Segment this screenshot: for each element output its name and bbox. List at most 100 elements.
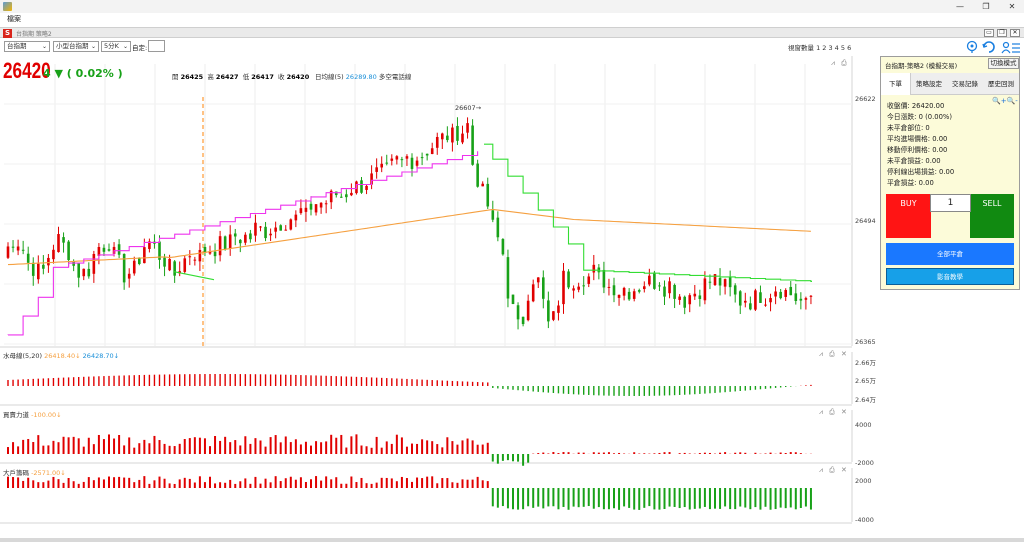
candle-body [42,264,45,269]
candle-body [244,234,247,243]
switch-mode-button[interactable]: 切換模式 [988,58,1019,69]
buy-button[interactable]: BUY [886,194,931,238]
candlestick-chart[interactable]: 26607→ 26622 26494 26365 2.66万 2.65万 2.64万 4000… [0,56,878,538]
candle-body [688,295,692,305]
subpanel-3-icons[interactable]: ⩘ ⎙ ✕ [819,466,849,474]
candle-body [668,281,671,294]
open-label: 開 [172,73,179,81]
zoom-out-icon[interactable]: 🔍- [1006,97,1018,105]
video-tutorial-button[interactable]: 影音教學 [886,268,1014,285]
candle-body [350,192,353,196]
candle-body [521,316,525,325]
contract-select[interactable]: 小型台指期 ⌄ [53,41,99,52]
high-label: 高 [207,73,214,81]
zoom-in-icon[interactable]: 🔍+ [992,97,1007,105]
candle-body [370,173,373,185]
candle-body [572,288,575,291]
candle-body [11,246,15,248]
sub1-axis-label: 2.66万 [855,359,876,367]
candle-body [228,234,232,249]
tab-strategy-settings[interactable]: 策略設定 [916,80,942,88]
peak-annotation: 26607→ [455,104,482,112]
candle-body [329,190,333,203]
close-label: 收 [278,73,285,81]
candle-body [471,125,474,165]
subpanel-1-icons[interactable]: ⩘ ⎙ ✕ [819,350,849,358]
candle-body [592,264,596,273]
candle-body [542,277,545,299]
subpanel-3-name: 大戶籌碼 [3,469,29,477]
inner-window-title: 台指期 策略2 [16,31,52,38]
flatten-all-button[interactable]: 全部平倉 [886,243,1014,265]
subpanel-2-icons[interactable]: ⩘ ⎙ ✕ [819,408,849,416]
zoom-tools: 🔍+🔍- [992,97,1018,105]
candle-body [663,286,666,297]
low-label: 低 [242,73,250,81]
candle-body [673,284,676,299]
info-trailing-stop: 移動停利價格: 0.00 [887,146,948,154]
candle-body [481,183,484,187]
menu-file[interactable]: 檔案 [7,15,21,23]
candle-body [21,249,25,251]
symbol-select[interactable]: 台指期 ⌄ [4,41,50,52]
interval-select[interactable]: 5分K ⌄ [101,41,131,52]
refresh-icon[interactable] [982,41,995,53]
tab-backtest[interactable]: 歷史回測 [988,80,1014,88]
candle-body [420,157,424,159]
sell-button[interactable]: SELL [970,194,1014,238]
custom-input[interactable] [148,40,165,52]
candle-body [703,278,707,301]
inner-restore-icon[interactable]: ❐ [997,29,1007,37]
candle-body [789,286,793,296]
ohlc-summary: 開 26425 高 26427 低 26417 收 26420 [172,71,309,81]
candle-body [425,153,429,156]
candle-body [476,163,479,187]
candle-body [562,270,565,305]
maximize-icon[interactable]: ❐ [982,2,990,11]
lightbulb-icon[interactable] [966,40,978,54]
chart-area[interactable]: 26607→ 26622 26494 26365 2.66万 2.65万 2.64万 4000… [0,56,878,538]
tab-trade-log[interactable]: 交易記錄 [952,80,978,88]
settings-icon[interactable] [1001,41,1020,54]
candle-body [294,214,298,221]
close-icon[interactable]: ✕ [1008,2,1016,11]
window-titlebar: — ❐ ✕ [0,0,1024,13]
sub1-axis-label: 2.64万 [855,396,876,404]
candle-body [511,294,515,305]
inner-minimize-icon[interactable]: ▭ [984,29,994,37]
candle-body [658,285,661,287]
candle-body [617,294,621,298]
candle-body [501,239,505,255]
info-unrealized-pnl: 未平倉損益: 0.00 [887,157,941,165]
window-count-selector[interactable]: 視窗數量 1 2 3 4 5 6 [788,44,852,52]
main-panel-icons[interactable]: ⩘ ⎙ [831,59,849,67]
candle-body [769,298,772,303]
candle-body [183,258,187,272]
sub3-axis-label: 2000 [855,477,872,485]
candle-body [430,148,434,155]
chevron-down-icon: ⌄ [41,43,47,50]
inner-close-icon[interactable]: ✕ [1010,29,1020,37]
candle-body [188,256,192,258]
close-value: 26420 [286,73,310,81]
candlesticks [6,117,813,330]
sub2-axis-label: 4000 [855,421,872,429]
candle-body [435,136,439,148]
candle-body [173,261,176,276]
candle-body [97,246,101,256]
minimize-icon[interactable]: — [956,2,964,11]
candle-body [552,311,555,320]
quantity-input[interactable]: 1 [930,194,971,212]
tab-order[interactable]: 下單 [881,73,911,95]
candle-body [410,157,414,169]
app-logo-icon: S [3,29,12,38]
candle-body [713,274,717,286]
candle-body [163,257,166,267]
candle-body [577,286,580,290]
trailing-stop-line-long [173,143,812,283]
trailing-stop-line-short [7,151,479,336]
candle-body [375,167,378,172]
candle-body [466,123,469,133]
candle-body [718,277,722,286]
app-icon [3,2,12,11]
